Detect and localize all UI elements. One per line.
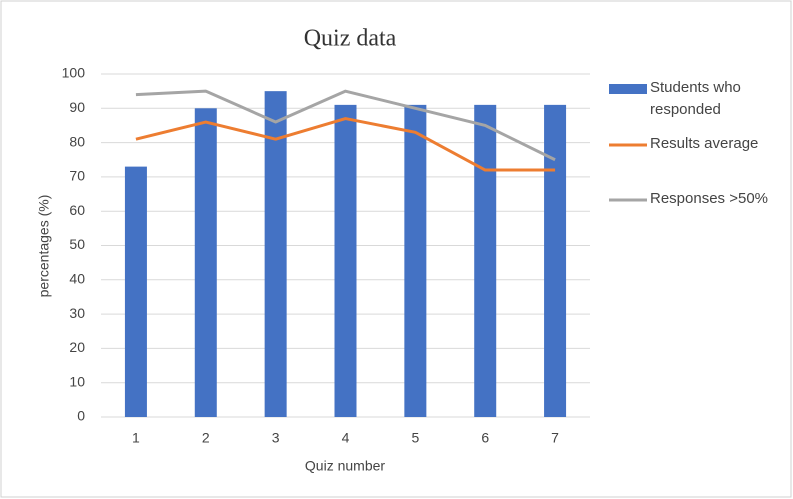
y-tick-label: 50 <box>69 236 85 252</box>
legend-swatch <box>609 84 647 94</box>
legend-label: Responses >50% <box>650 190 768 207</box>
bar <box>404 104 427 418</box>
y-tick-label: 60 <box>69 202 85 218</box>
chart-title: Quiz data <box>304 26 397 52</box>
x-tick-label: 5 <box>411 430 419 446</box>
y-tick-label: 30 <box>69 305 85 321</box>
x-tick-label: 1 <box>132 430 140 446</box>
legend-label: Results average <box>650 135 759 152</box>
x-tick-label: 2 <box>202 430 210 446</box>
y-tick-label: 20 <box>69 339 85 355</box>
x-axis-label: Quiz number <box>305 458 385 474</box>
bar <box>474 104 497 418</box>
x-tick-label: 6 <box>481 430 489 446</box>
y-tick-label: 10 <box>69 373 85 389</box>
line-series <box>135 89 556 162</box>
x-tick-label: 7 <box>551 430 559 446</box>
bar <box>334 104 357 418</box>
bar <box>544 104 567 418</box>
bar <box>194 108 217 418</box>
bar <box>124 166 147 417</box>
line-series <box>135 117 556 172</box>
x-tick-label: 3 <box>272 430 280 446</box>
legend-label: Students who responded <box>650 79 741 118</box>
y-tick-label: 90 <box>69 99 85 115</box>
x-tick-label: 4 <box>342 430 350 446</box>
y-axis-label: percentages (%) <box>36 195 52 298</box>
y-tick-label: 70 <box>69 168 85 184</box>
y-tick-label: 40 <box>69 271 85 287</box>
bar <box>264 91 287 418</box>
y-tick-label: 80 <box>69 133 85 149</box>
y-tick-label: 100 <box>62 65 86 81</box>
y-tick-label: 0 <box>77 408 85 424</box>
